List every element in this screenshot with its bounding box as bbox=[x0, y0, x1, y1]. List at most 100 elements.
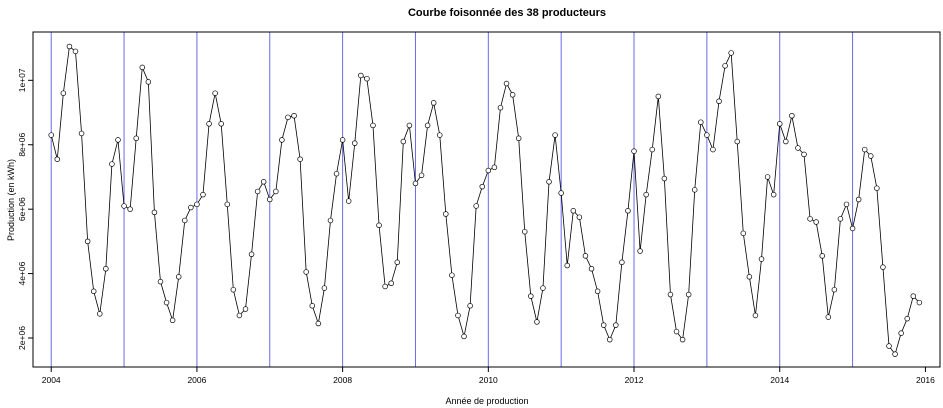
data-point-141 bbox=[898, 330, 904, 336]
data-point-10 bbox=[103, 266, 109, 272]
x-tick-label-2016: 2016 bbox=[916, 375, 935, 385]
data-point-26 bbox=[200, 191, 206, 198]
data-point-130 bbox=[831, 286, 838, 293]
data-point-8 bbox=[90, 288, 97, 295]
data-point-83 bbox=[546, 179, 552, 185]
data-point-67 bbox=[449, 272, 455, 278]
data-point-68 bbox=[455, 312, 461, 319]
data-point-74 bbox=[491, 164, 498, 171]
data-point-27 bbox=[206, 121, 212, 127]
data-point-103 bbox=[667, 291, 674, 298]
data-point-71 bbox=[473, 203, 479, 209]
data-point-75 bbox=[497, 104, 504, 111]
data-point-46 bbox=[321, 285, 328, 291]
data-point-121 bbox=[776, 121, 783, 127]
data-point-102 bbox=[661, 175, 668, 182]
data-point-80 bbox=[528, 293, 534, 299]
data-point-96 bbox=[625, 208, 631, 214]
data-point-135 bbox=[861, 146, 868, 153]
data-point-7 bbox=[84, 238, 91, 245]
data-point-53 bbox=[364, 75, 370, 82]
data-point-117 bbox=[752, 312, 759, 319]
data-point-17 bbox=[145, 79, 152, 85]
data-point-116 bbox=[746, 274, 753, 280]
data-point-21 bbox=[169, 317, 176, 324]
data-point-144 bbox=[916, 299, 923, 306]
y-axis: 2e+06 4e+06 6e+06 8e+06 1e+07 bbox=[17, 68, 34, 350]
data-point-136 bbox=[868, 153, 874, 159]
year-separator-lines bbox=[50, 32, 854, 367]
data-point-23 bbox=[182, 217, 188, 224]
series-line bbox=[50, 45, 920, 355]
data-point-31 bbox=[230, 286, 237, 293]
data-point-69 bbox=[461, 333, 467, 340]
data-point-40 bbox=[285, 114, 291, 121]
data-point-24 bbox=[188, 204, 194, 211]
data-point-82 bbox=[540, 285, 546, 291]
data-point-51 bbox=[352, 140, 358, 146]
data-point-97 bbox=[631, 148, 637, 154]
data-point-14 bbox=[127, 206, 133, 212]
y-tick-label-0: 2e+06 bbox=[17, 326, 27, 350]
data-points bbox=[48, 43, 923, 357]
data-point-120 bbox=[770, 191, 777, 198]
data-point-33 bbox=[242, 306, 249, 312]
data-point-134 bbox=[855, 196, 862, 203]
data-point-98 bbox=[637, 248, 643, 254]
data-point-78 bbox=[515, 135, 522, 142]
data-point-15 bbox=[133, 135, 139, 142]
data-point-79 bbox=[521, 228, 528, 235]
data-point-115 bbox=[740, 230, 747, 237]
data-point-30 bbox=[224, 201, 231, 208]
data-point-86 bbox=[564, 262, 570, 269]
data-point-91 bbox=[594, 288, 601, 295]
data-point-63 bbox=[424, 122, 431, 129]
data-point-59 bbox=[400, 138, 407, 145]
data-point-39 bbox=[279, 137, 285, 143]
chart-title: Courbe foisonnée des 38 producteurs bbox=[408, 7, 606, 19]
data-point-56 bbox=[382, 283, 388, 290]
data-point-123 bbox=[789, 112, 795, 119]
data-point-38 bbox=[273, 188, 279, 195]
data-point-139 bbox=[886, 343, 892, 349]
data-point-3 bbox=[60, 90, 67, 96]
data-point-54 bbox=[370, 122, 376, 129]
data-point-95 bbox=[619, 259, 625, 266]
data-point-105 bbox=[679, 336, 686, 343]
data-point-43 bbox=[303, 269, 309, 275]
data-point-142 bbox=[904, 315, 910, 322]
data-point-106 bbox=[685, 291, 692, 298]
data-point-118 bbox=[758, 256, 765, 262]
data-point-84 bbox=[552, 132, 558, 138]
data-point-20 bbox=[163, 299, 170, 306]
data-point-124 bbox=[795, 145, 801, 151]
data-point-111 bbox=[716, 98, 722, 104]
data-point-110 bbox=[710, 146, 716, 153]
data-point-28 bbox=[212, 90, 218, 96]
data-point-108 bbox=[698, 119, 704, 125]
data-point-85 bbox=[558, 190, 564, 196]
data-point-112 bbox=[722, 63, 728, 69]
plot-frame bbox=[32, 31, 941, 368]
data-point-138 bbox=[880, 264, 886, 270]
data-point-62 bbox=[418, 172, 425, 179]
data-point-37 bbox=[267, 196, 273, 203]
data-point-50 bbox=[345, 198, 352, 204]
data-point-137 bbox=[874, 185, 880, 191]
data-point-101 bbox=[655, 93, 662, 100]
data-point-100 bbox=[649, 146, 655, 153]
y-tick-label-4: 1e+07 bbox=[17, 68, 27, 92]
data-point-12 bbox=[115, 137, 121, 143]
data-point-13 bbox=[121, 203, 127, 209]
data-point-92 bbox=[600, 322, 607, 328]
data-point-32 bbox=[236, 312, 243, 319]
data-point-41 bbox=[291, 112, 297, 119]
data-point-34 bbox=[248, 251, 255, 258]
data-point-65 bbox=[437, 132, 443, 138]
data-point-119 bbox=[764, 174, 771, 180]
data-point-128 bbox=[819, 253, 825, 259]
data-point-4 bbox=[66, 43, 73, 50]
data-point-11 bbox=[109, 161, 115, 167]
data-point-140 bbox=[892, 351, 898, 357]
